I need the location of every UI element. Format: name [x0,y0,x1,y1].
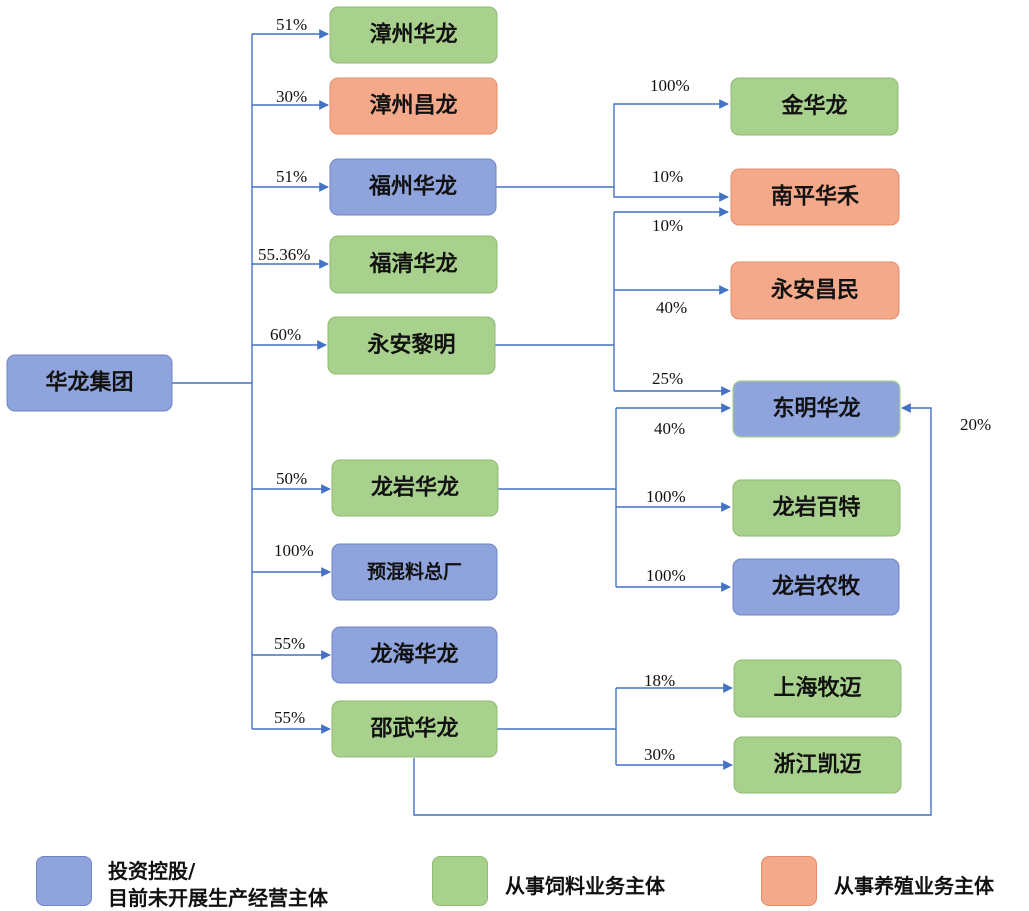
node-zhejiang-kaimai-label: 浙江凯迈 [773,753,861,778]
pct-yongan-to-changmin: 40% [656,298,687,317]
node-zhangzhou-changlong-label: 漳州昌龙 [369,93,457,119]
node-zhangzhou-hualong: 漳州华龙 [329,6,498,64]
pct-fuqing-hualong: 55.36% [258,245,310,264]
node-longyan-hualong-label: 龙岩华龙 [371,475,459,501]
node-longyan-nongmu: 龙岩农牧 [732,558,900,616]
pct-zhangzhou-changlong: 30% [276,87,307,106]
pct-yuhunliao: 100% [274,541,314,560]
node-shanghai-mumai: 上海牧迈 [733,659,902,718]
node-fuqing-hualong-label: 福清华龙 [368,251,457,277]
edge-shaowu-dongming [413,403,932,816]
node-yuhunliao: 预混料总厂 [331,543,498,601]
nodes: 华龙集团 漳州华龙 漳州昌龙 福州华龙 福清华龙 永安黎明 龙岩华龙 预混料 [6,6,902,794]
legend: 投资控股/ 目前未开展生产经营主体 从事饲料业务主体 从事养殖业务主体 [0,850,1029,911]
pct-longyan-to-nongmu: 100% [646,566,686,585]
node-root: 华龙集团 [6,354,173,412]
node-dongming-hualong-label: 东明华龙 [772,396,860,422]
node-zhangzhou-changlong: 漳州昌龙 [329,77,498,135]
node-shaowu-hualong-label: 邵武华龙 [369,716,458,742]
pct-fuzhou-hualong: 51% [276,167,307,186]
pct-longyan-to-dongming: 40% [654,419,685,438]
pct-yongan-to-dongming: 25% [652,369,683,388]
pct-shaowu-to-zhejiang: 30% [644,745,675,764]
node-yongan-changmin-label: 永安昌民 [771,277,859,303]
node-yongan-liming-label: 永安黎明 [367,332,455,358]
node-fuzhou-hualong: 福州华龙 [329,158,497,216]
node-longyan-nongmu-label: 龙岩农牧 [772,574,861,600]
node-longhai-hualong: 龙海华龙 [331,626,498,684]
node-longyan-baite: 龙岩百特 [732,479,901,537]
pct-fuzhou-to-nanping: 10% [652,167,683,186]
pct-shaowu-to-shanghai: 18% [644,671,675,690]
edge-fuzhou-nanping [613,187,729,202]
legend-label-orange: 从事养殖业务主体 [834,874,994,898]
legend-label-blue-line2: 目前未开展生产经营主体 [108,886,328,910]
node-longyan-baite-label: 龙岩百特 [772,495,860,521]
pct-shaowu-hualong: 55% [274,708,305,727]
node-nanping-huahe-label: 南平华禾 [771,184,859,210]
node-yuhunliao-label: 预混料总厂 [367,560,462,583]
legend-swatch-orange [761,856,817,906]
node-dongming-hualong: 东明华龙 [732,380,901,438]
pct-longyan-to-baite: 100% [646,487,686,506]
node-zhejiang-kaimai: 浙江凯迈 [733,736,902,794]
node-root-label: 华龙集团 [45,370,133,396]
legend-swatch-green [432,856,488,906]
node-shanghai-mumai-label: 上海牧迈 [773,675,861,701]
node-longyan-hualong: 龙岩华龙 [331,459,499,517]
pct-yongan-liming: 60% [270,325,301,344]
legend-label-green: 从事饲料业务主体 [505,874,665,898]
legend-label-blue-line1: 投资控股/ [108,859,196,883]
node-zhangzhou-hualong-label: 漳州华龙 [369,22,457,48]
node-jin-hualong: 金华龙 [730,77,899,136]
node-shaowu-hualong: 邵武华龙 [331,700,498,758]
pct-yongan-to-nanping: 10% [652,216,683,235]
node-jin-hualong-label: 金华龙 [780,93,847,119]
ownership-diagram: 华龙集团 漳州华龙 漳州昌龙 福州华龙 福清华龙 永安黎明 龙岩华龙 预混料 [6,6,991,816]
connectors [172,29,932,816]
pct-longhai-hualong: 55% [274,634,305,653]
pct-longyan-hualong: 50% [276,469,307,488]
node-fuzhou-hualong-label: 福州华龙 [368,174,457,200]
node-yongan-changmin: 永安昌民 [730,261,900,320]
pct-shaowu-to-dongming: 20% [960,415,991,434]
node-longhai-hualong-label: 龙海华龙 [370,642,458,668]
node-nanping-huahe: 南平华禾 [730,168,900,226]
pct-zhangzhou-hualong: 51% [276,15,307,34]
legend-swatch-blue [36,856,92,906]
pct-fuzhou-to-jin: 100% [650,76,690,95]
percentage-labels: 51% 30% 51% 55.36% 60% 50% 100% 55% 55% … [258,15,991,764]
node-fuqing-hualong: 福清华龙 [329,235,498,294]
node-yongan-liming: 永安黎明 [327,316,496,375]
edge-fuzhou-jin [613,99,729,187]
